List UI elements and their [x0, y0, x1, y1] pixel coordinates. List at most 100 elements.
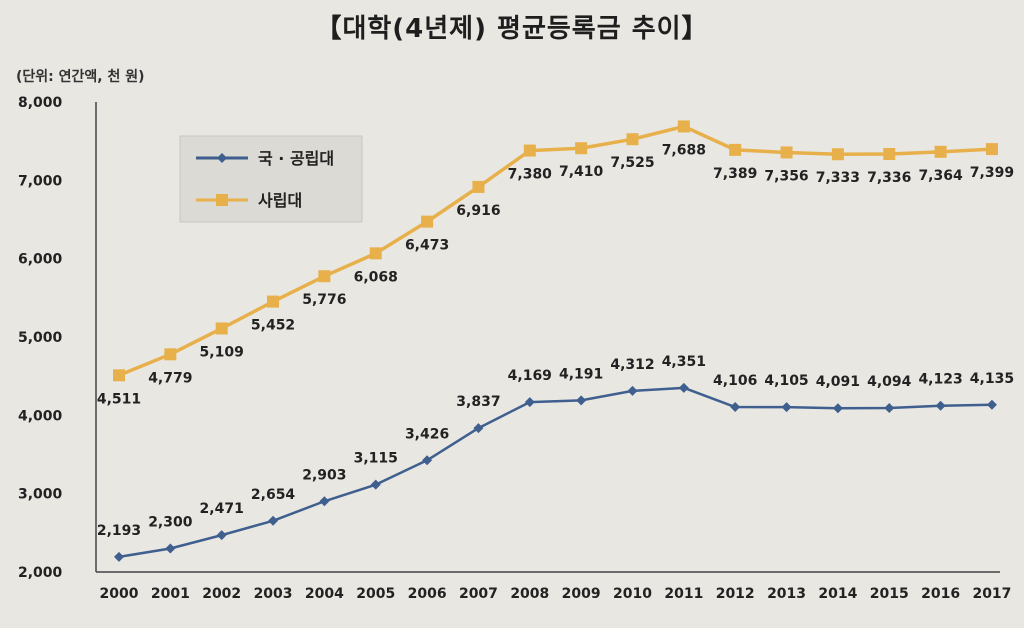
- data-label: 6,068: [354, 269, 398, 285]
- data-point-public: [678, 382, 689, 393]
- data-point-private: [113, 369, 125, 382]
- data-point-private: [318, 270, 331, 283]
- unit-label: (단위: 연간액, 천 원): [16, 69, 145, 85]
- data-label: 4,511: [97, 391, 141, 407]
- x-tick-label: 2007: [459, 586, 498, 602]
- data-point-public: [165, 543, 176, 554]
- legend-marker-diamond: [217, 153, 227, 163]
- x-tick-label: 2005: [356, 586, 395, 602]
- data-point-public: [114, 551, 124, 562]
- x-tick-label: 2000: [100, 586, 139, 602]
- data-label: 7,525: [610, 155, 654, 171]
- y-tick-label: 3,000: [18, 487, 63, 503]
- data-label: 7,356: [764, 168, 808, 184]
- data-point-public: [524, 397, 535, 408]
- x-tick-label: 2012: [716, 586, 755, 602]
- x-tick-label: 2016: [921, 586, 960, 602]
- data-label: 2,471: [200, 501, 244, 517]
- x-tick-label: 2001: [151, 586, 190, 602]
- data-label: 3,115: [354, 451, 398, 467]
- data-point-private: [421, 215, 434, 228]
- data-point-public: [884, 402, 895, 413]
- data-label: 2,193: [97, 523, 141, 539]
- data-label: 4,135: [970, 371, 1014, 387]
- data-label: 7,688: [662, 142, 706, 158]
- y-tick-label: 2,000: [18, 565, 63, 581]
- data-label: 6,473: [405, 238, 449, 254]
- data-point-private: [883, 148, 896, 161]
- data-point-public: [935, 400, 946, 411]
- legend: [179, 135, 363, 223]
- data-label: 4,779: [148, 370, 192, 386]
- data-point-public: [627, 385, 638, 396]
- x-tick-label: 2008: [510, 586, 549, 602]
- data-label: 7,333: [816, 170, 860, 186]
- legend-marker-square: [216, 194, 228, 206]
- series-line-private: [118, 124, 993, 377]
- x-tick-label: 2002: [202, 586, 241, 602]
- data-point-private: [729, 143, 742, 156]
- legend-label: 사립대: [258, 191, 302, 210]
- y-tick-label: 6,000: [18, 252, 63, 268]
- data-label: 6,916: [456, 203, 500, 219]
- data-point-private: [267, 295, 280, 308]
- x-tick-label: 2004: [305, 586, 344, 602]
- data-point-public: [730, 402, 741, 413]
- data-label: 7,364: [918, 168, 963, 184]
- data-point-private: [780, 146, 793, 159]
- data-label: 3,837: [456, 394, 500, 410]
- data-label: 2,903: [302, 467, 346, 483]
- y-tick-label: 7,000: [18, 173, 63, 189]
- data-label: 4,123: [918, 372, 962, 388]
- data-point-private: [934, 145, 947, 158]
- data-point-public: [832, 403, 843, 414]
- y-tick-label: 4,000: [18, 408, 63, 424]
- data-label: 3,426: [405, 426, 449, 442]
- chart-title: 【대학(4년제) 평균등록금 추이】: [315, 14, 709, 44]
- x-tick-label: 2014: [818, 586, 857, 602]
- y-tick-label: 5,000: [18, 330, 63, 346]
- x-tick-label: 2017: [972, 586, 1011, 602]
- x-tick-label: 2011: [664, 586, 703, 602]
- data-point-private: [523, 144, 536, 157]
- x-tick-label: 2010: [613, 586, 652, 602]
- x-tick-label: 2015: [870, 586, 909, 602]
- data-label: 5,776: [302, 292, 346, 308]
- data-label: 7,399: [970, 165, 1014, 181]
- data-label: 4,351: [662, 354, 706, 370]
- data-point-public: [370, 479, 381, 490]
- data-label: 5,452: [251, 318, 295, 334]
- data-label: 7,380: [508, 167, 553, 183]
- data-point-private: [626, 133, 639, 146]
- data-point-public: [319, 496, 330, 507]
- data-point-public: [422, 455, 433, 466]
- x-tick-label: 2006: [408, 586, 447, 602]
- legend-label: 국 · 공립대: [258, 149, 334, 168]
- data-point-public: [473, 423, 484, 434]
- data-label: 5,109: [200, 344, 244, 360]
- data-point-public: [986, 399, 997, 410]
- data-label: 4,091: [816, 374, 860, 390]
- x-tick-label: 2003: [254, 586, 293, 602]
- data-point-public: [216, 530, 227, 541]
- data-label: 4,312: [610, 357, 654, 373]
- data-point-public: [576, 395, 587, 406]
- x-tick-label: 2009: [562, 586, 601, 602]
- data-label: 2,654: [251, 487, 296, 503]
- data-label: 4,105: [764, 373, 808, 389]
- data-point-private: [215, 322, 228, 335]
- data-label: 4,169: [508, 368, 552, 384]
- data-point-private: [472, 180, 485, 193]
- data-point-private: [164, 348, 177, 361]
- data-label: 7,410: [559, 164, 604, 180]
- data-point-private: [831, 148, 844, 161]
- data-point-public: [268, 515, 279, 526]
- data-label: 4,191: [559, 366, 603, 382]
- data-label: 7,336: [867, 170, 911, 186]
- series-line-public: [118, 386, 992, 559]
- data-point-private: [677, 120, 690, 133]
- data-point-private: [575, 142, 588, 155]
- data-label: 7,389: [713, 166, 757, 182]
